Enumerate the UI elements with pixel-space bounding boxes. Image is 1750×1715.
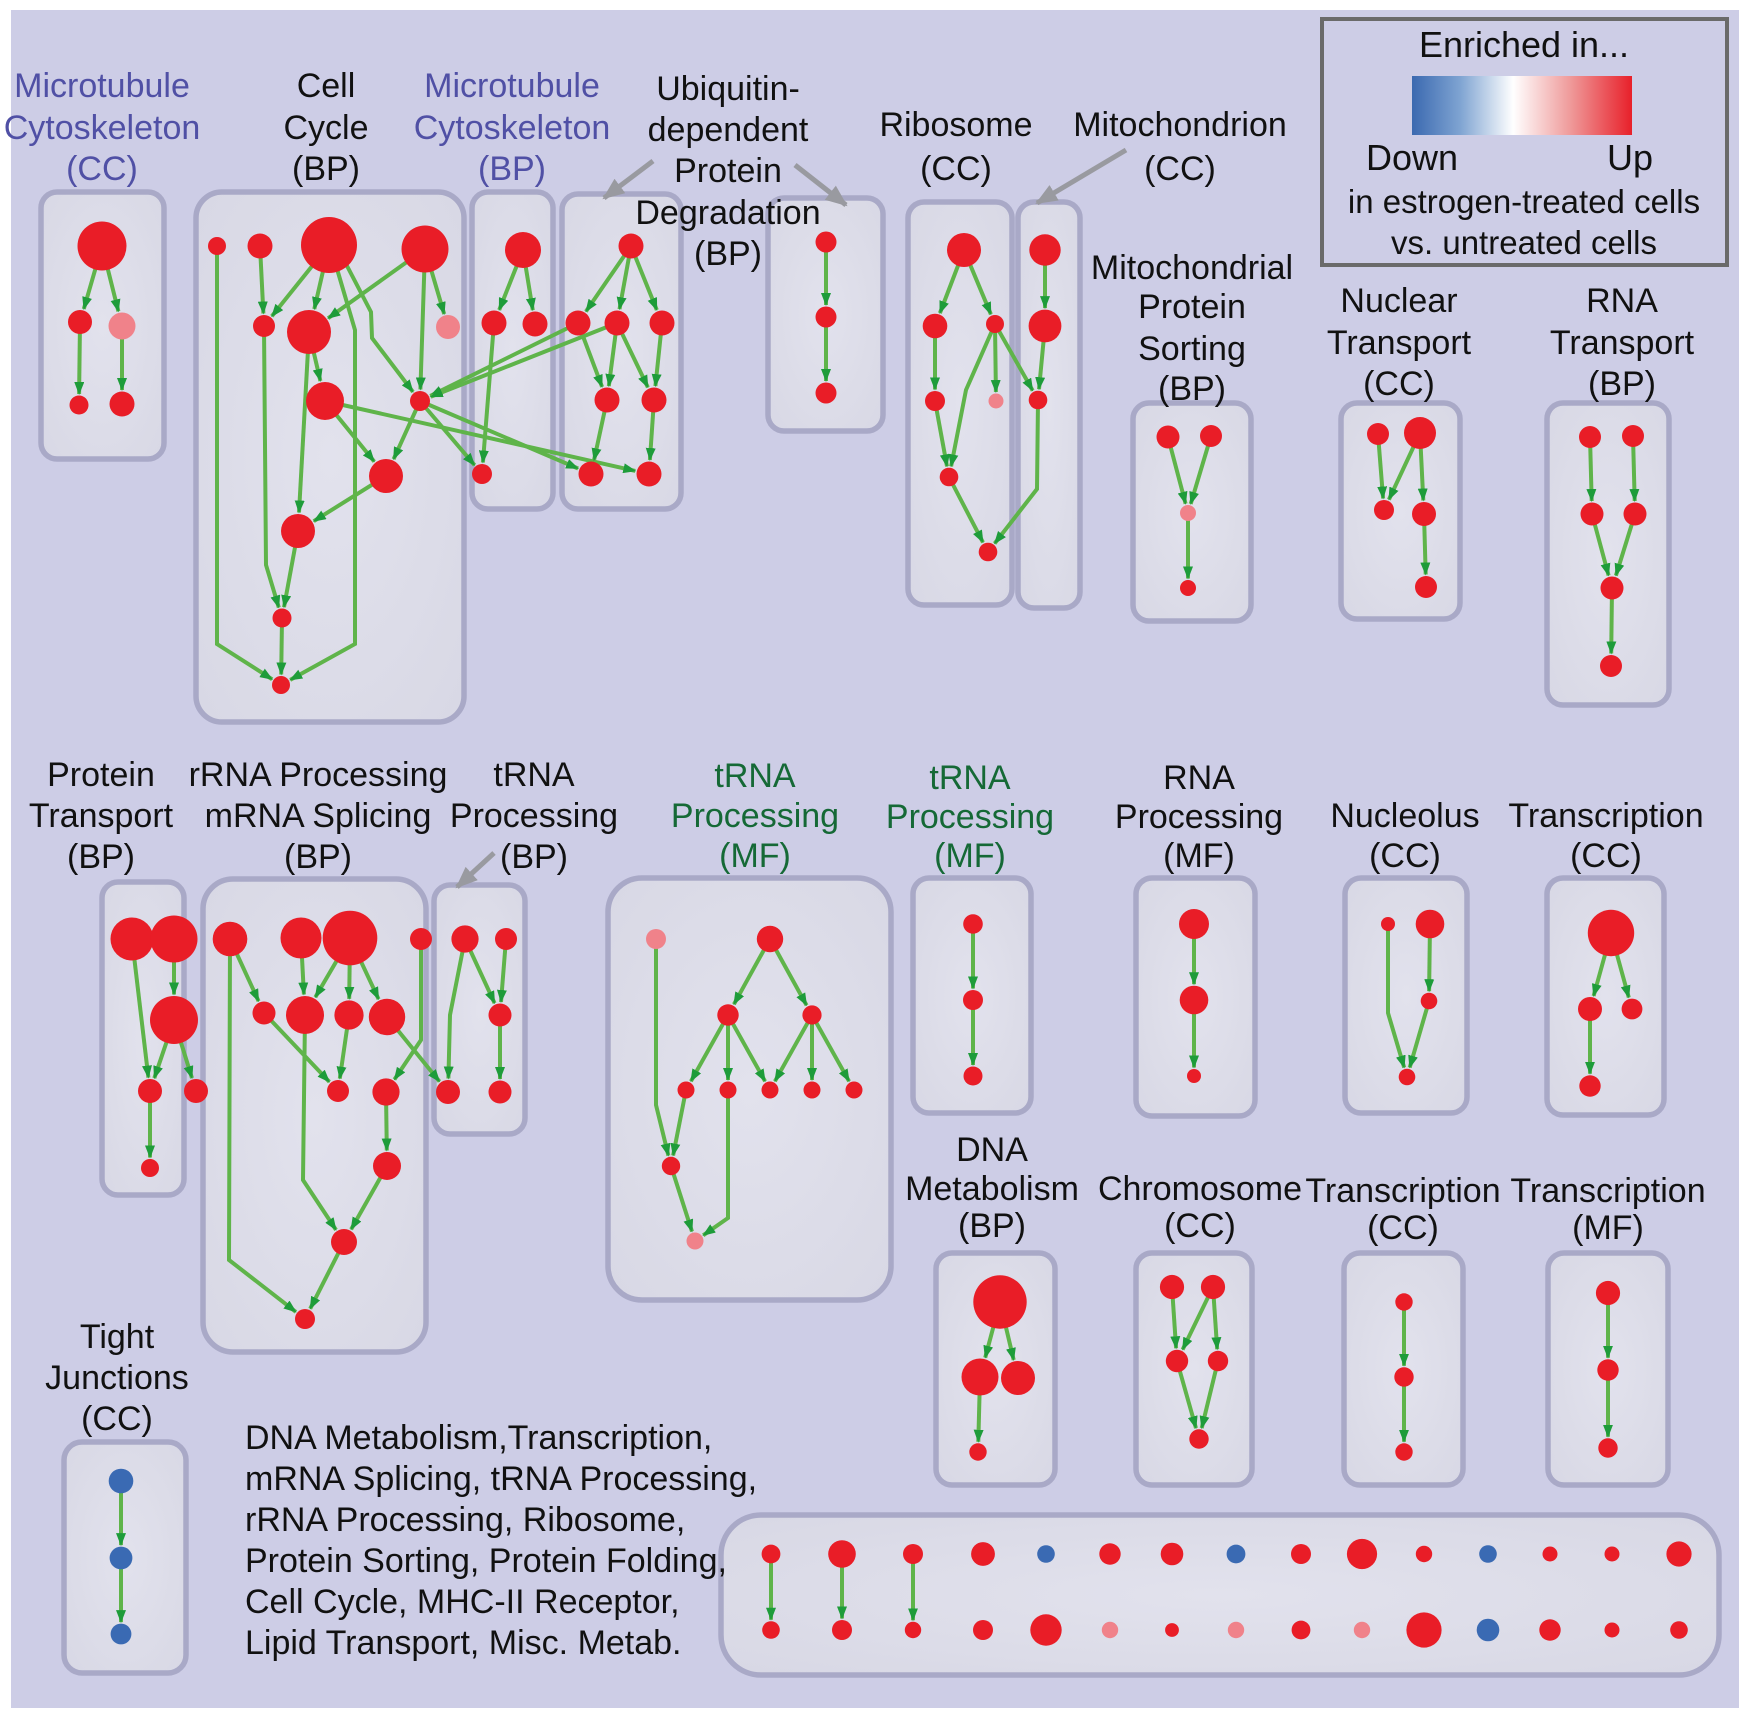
svg-text:(BP): (BP) (478, 150, 546, 188)
svg-text:(MF): (MF) (1572, 1209, 1644, 1247)
svg-text:Transport: Transport (29, 797, 174, 835)
svg-text:Nucleolus: Nucleolus (1330, 797, 1479, 835)
svg-text:Cycle: Cycle (283, 109, 368, 147)
svg-text:(CC): (CC) (920, 150, 992, 188)
svg-text:(CC): (CC) (66, 150, 138, 188)
svg-text:(CC): (CC) (1369, 837, 1441, 875)
svg-text:Down: Down (1366, 137, 1458, 178)
svg-text:Microtubule: Microtubule (424, 67, 600, 105)
svg-text:Transcription: Transcription (1508, 797, 1703, 835)
svg-text:Protein: Protein (47, 756, 155, 794)
svg-text:Enriched in...: Enriched in... (1419, 24, 1629, 65)
svg-text:RNA: RNA (1586, 282, 1658, 320)
svg-text:Ubiquitin-: Ubiquitin- (656, 70, 800, 108)
svg-text:rRNA Processing: rRNA Processing (189, 756, 448, 794)
svg-text:(BP): (BP) (694, 235, 762, 273)
svg-text:DNA: DNA (956, 1131, 1028, 1169)
svg-text:(MF): (MF) (934, 837, 1006, 875)
svg-text:Cell Cycle, MHC-II Receptor,: Cell Cycle, MHC-II Receptor, (245, 1583, 680, 1621)
svg-text:Protein: Protein (1138, 288, 1246, 326)
svg-text:Chromosome: Chromosome (1098, 1170, 1302, 1208)
svg-text:Mitochondrial: Mitochondrial (1091, 249, 1293, 287)
svg-text:Cytoskeleton: Cytoskeleton (414, 109, 611, 147)
svg-text:Processing: Processing (886, 798, 1054, 836)
svg-text:(CC): (CC) (1570, 837, 1642, 875)
svg-text:Transport: Transport (1327, 324, 1472, 362)
svg-text:Transport: Transport (1550, 324, 1695, 362)
svg-text:Tight: Tight (80, 1318, 155, 1356)
svg-text:in estrogen-treated cells: in estrogen-treated cells (1348, 183, 1700, 220)
svg-text:(BP): (BP) (500, 838, 568, 876)
svg-text:tRNA: tRNA (493, 756, 575, 794)
svg-text:Up: Up (1607, 137, 1653, 178)
svg-text:Processing: Processing (671, 797, 839, 835)
svg-text:(BP): (BP) (292, 150, 360, 188)
svg-text:RNA: RNA (1163, 759, 1235, 797)
svg-text:(BP): (BP) (1158, 370, 1226, 408)
svg-text:(CC): (CC) (1144, 150, 1216, 188)
svg-text:mRNA Splicing: mRNA Splicing (205, 797, 432, 835)
svg-text:(CC): (CC) (1164, 1207, 1236, 1245)
svg-text:Mitochondrion: Mitochondrion (1073, 106, 1287, 144)
svg-text:Protein: Protein (674, 152, 782, 190)
svg-text:(CC): (CC) (1363, 365, 1435, 403)
svg-text:Degradation: Degradation (635, 194, 820, 232)
svg-text:(CC): (CC) (1367, 1209, 1439, 1247)
svg-text:Nuclear: Nuclear (1340, 282, 1457, 320)
svg-text:tRNA: tRNA (714, 757, 796, 795)
svg-text:(BP): (BP) (284, 838, 352, 876)
svg-text:Metabolism: Metabolism (905, 1170, 1079, 1208)
svg-text:(MF): (MF) (1163, 837, 1235, 875)
svg-text:mRNA Splicing, tRNA Processing: mRNA Splicing, tRNA Processing, (245, 1460, 757, 1498)
svg-text:Protein Sorting, Protein Foldi: Protein Sorting, Protein Folding, (245, 1542, 727, 1580)
svg-text:(MF): (MF) (719, 837, 791, 875)
svg-text:Ribosome: Ribosome (879, 106, 1032, 144)
svg-text:rRNA Processing, Ribosome,: rRNA Processing, Ribosome, (245, 1501, 685, 1539)
svg-text:Processing: Processing (1115, 798, 1283, 836)
svg-text:Sorting: Sorting (1138, 330, 1246, 368)
svg-text:Microtubule: Microtubule (14, 67, 190, 105)
svg-text:(BP): (BP) (958, 1207, 1026, 1245)
svg-text:(CC): (CC) (81, 1400, 153, 1438)
svg-text:Cell: Cell (297, 67, 356, 105)
svg-text:(BP): (BP) (1588, 365, 1656, 403)
svg-text:Lipid Transport, Misc. Metab.: Lipid Transport, Misc. Metab. (245, 1624, 682, 1662)
svg-text:(BP): (BP) (67, 838, 135, 876)
svg-text:Processing: Processing (450, 797, 618, 835)
svg-text:Transcription: Transcription (1305, 1172, 1500, 1210)
svg-text:Transcription: Transcription (1510, 1172, 1705, 1210)
svg-text:tRNA: tRNA (929, 759, 1011, 797)
svg-text:dependent: dependent (648, 111, 809, 149)
svg-text:Cytoskeleton: Cytoskeleton (4, 109, 201, 147)
svg-text:vs. untreated cells: vs. untreated cells (1391, 224, 1657, 261)
svg-text:Junctions: Junctions (45, 1359, 189, 1397)
svg-text:DNA Metabolism,Transcription,: DNA Metabolism,Transcription, (245, 1419, 712, 1457)
